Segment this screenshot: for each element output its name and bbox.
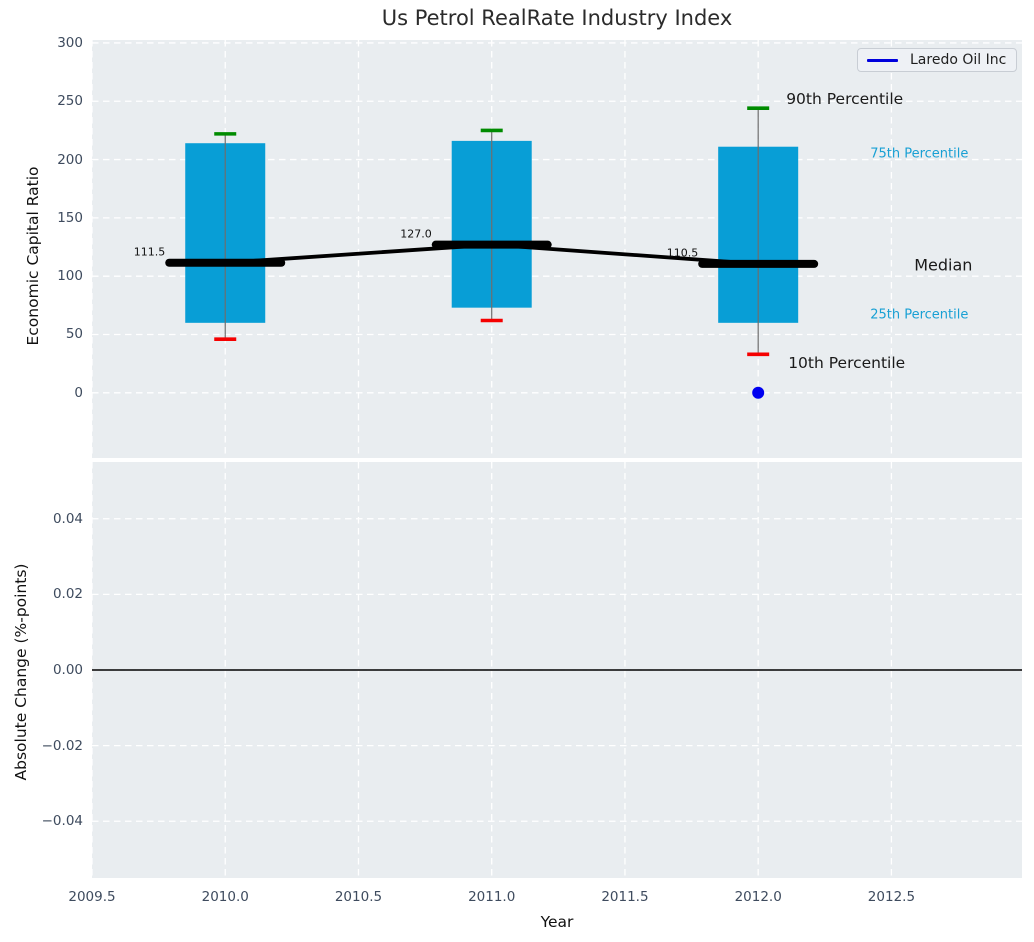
y-axis-label-top: Economic Capital Ratio xyxy=(24,166,42,346)
annotation-p25: 25th Percentile xyxy=(870,307,969,323)
xtick-label: 2011.0 xyxy=(468,889,516,905)
ytick-label-top: 50 xyxy=(65,326,83,343)
xtick-label: 2010.5 xyxy=(334,889,383,905)
x-axis-label: Year xyxy=(540,913,574,931)
ytick-label-top: 250 xyxy=(57,93,83,110)
annotation-median: Median xyxy=(914,255,973,275)
xtick-label: 2012.0 xyxy=(734,889,782,905)
xtick-label: 2011.5 xyxy=(601,889,649,905)
xtick-label: 2010.0 xyxy=(201,889,249,905)
xtick-label: 2012.5 xyxy=(867,889,916,905)
ytick-label-bottom: 0.02 xyxy=(52,586,83,603)
ytick-label-bottom: −0.04 xyxy=(41,813,83,830)
median-value-label-2012: 110.5 xyxy=(666,246,699,260)
median-value-label-2011: 127.0 xyxy=(400,227,432,241)
company-point xyxy=(752,386,765,399)
ytick-label-top: 200 xyxy=(57,151,83,168)
y-axis-label-bottom: Absolute Change (%-points) xyxy=(12,563,30,781)
annotation-p75: 75th Percentile xyxy=(870,146,969,162)
annotation-p10: 10th Percentile xyxy=(788,353,906,372)
ytick-label-top: 150 xyxy=(57,209,83,226)
ytick-label-top: 0 xyxy=(74,384,83,401)
ytick-label-top: 100 xyxy=(57,268,83,285)
ytick-label-bottom: 0.04 xyxy=(52,510,83,527)
xtick-label: 2009.5 xyxy=(68,889,116,905)
annotation-p90: 90th Percentile xyxy=(786,90,904,109)
ytick-label-top: 300 xyxy=(57,34,83,51)
chart-title: Us Petrol RealRate Industry Index xyxy=(381,6,733,30)
ytick-label-bottom: −0.02 xyxy=(41,737,83,754)
legend: Laredo Oil Inc xyxy=(857,48,1018,72)
legend-label: Laredo Oil Inc xyxy=(910,52,1007,68)
legend-line-icon xyxy=(867,58,898,62)
ytick-label-bottom: 0.00 xyxy=(52,662,83,678)
median-value-label-2010: 111.5 xyxy=(133,245,166,259)
